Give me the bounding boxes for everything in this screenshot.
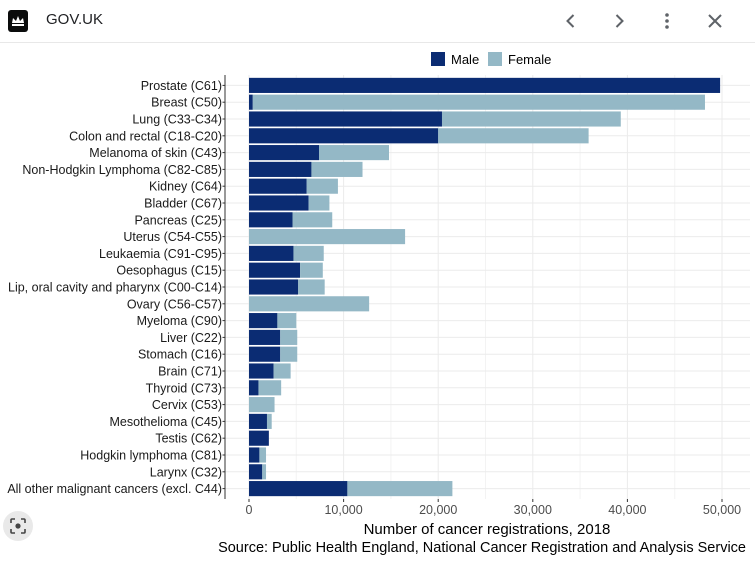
bar-female: [306, 178, 338, 194]
bar-male: [249, 94, 253, 110]
bar-male: [249, 413, 267, 429]
bar-male: [249, 111, 442, 127]
bar-male: [249, 195, 309, 211]
source-note: Source: Public Health England, National …: [218, 540, 746, 556]
bar-female: [292, 212, 333, 228]
bar-female: [259, 447, 267, 463]
legend-label: Female: [508, 52, 551, 67]
lens-search-icon: [10, 518, 26, 534]
bar-female: [300, 262, 323, 278]
bar-female: [258, 380, 282, 396]
category-label: Oesophagus (C15): [116, 264, 222, 278]
bar-female: [249, 397, 275, 413]
more-options-button[interactable]: [652, 6, 682, 36]
category-label: All other malignant cancers (excl. C44): [7, 482, 222, 496]
legend-swatch: [488, 52, 502, 66]
bar-male: [249, 161, 312, 177]
category-label: Leukaemia (C91-C95): [99, 247, 222, 261]
x-tick-label: 10,000: [324, 503, 362, 517]
bar-female: [308, 195, 330, 211]
bar-male: [249, 77, 721, 93]
category-label: Breast (C50): [151, 96, 222, 110]
bar-male: [249, 178, 307, 194]
bar-male: [249, 212, 293, 228]
bar-male: [249, 313, 278, 329]
bar-female: [319, 145, 390, 161]
bar-male: [249, 128, 439, 144]
chart-container: Prostate (C61) Breast (C50) Lung (C33-C34)…: [0, 42, 755, 565]
x-tick-label: 40,000: [608, 503, 646, 517]
bar-female: [347, 481, 453, 497]
x-tick-label: 50,000: [703, 503, 741, 517]
bar-female: [441, 111, 621, 127]
bar-female: [252, 94, 705, 110]
top-bar: GOV.UK: [0, 0, 755, 43]
category-label: Pancreas (C25): [134, 213, 222, 227]
bar-female: [273, 363, 291, 379]
category-label: Thyroid (C73): [146, 381, 222, 395]
bar-female: [438, 128, 589, 144]
category-label: Myeloma (C90): [137, 314, 222, 328]
lens-button[interactable]: [3, 511, 33, 541]
bar-male: [249, 145, 320, 161]
x-tick-label: 30,000: [514, 503, 552, 517]
x-tick-label: 20,000: [419, 503, 457, 517]
bar-male: [249, 262, 301, 278]
bar-male: [249, 329, 281, 345]
bar-female: [311, 161, 363, 177]
category-label: Liver (C22): [160, 331, 222, 345]
bar-female: [280, 346, 298, 362]
close-button[interactable]: [700, 6, 730, 36]
previous-button[interactable]: [556, 6, 586, 36]
x-tick-label: 0: [246, 503, 253, 517]
x-axis-label: Number of cancer registrations, 2018: [364, 521, 611, 538]
bar-female: [249, 229, 406, 245]
category-label: Melanoma of skin (C43): [89, 146, 222, 160]
bar-male: [249, 346, 281, 362]
legend-label: Male: [451, 52, 479, 67]
bar-female: [298, 279, 325, 295]
bar-female: [249, 296, 370, 312]
bar-male: [249, 447, 260, 463]
crown-logo-icon: [8, 10, 28, 32]
category-label: Hodgkin lymphoma (C81): [80, 449, 222, 463]
category-label: Mesothelioma (C45): [109, 415, 222, 429]
bar-male: [249, 245, 294, 261]
bar-male: [249, 481, 348, 497]
category-label: Kidney (C64): [149, 180, 222, 194]
bar-female: [280, 329, 298, 345]
chevron-right-icon: [615, 14, 624, 28]
category-label: Non-Hodgkin Lymphoma (C82-C85): [22, 163, 222, 177]
bar-male: [249, 380, 259, 396]
category-label: Uterus (C54-C55): [123, 230, 222, 244]
legend-swatch: [431, 52, 445, 66]
stacked-bar-chart: Prostate (C61) Breast (C50) Lung (C33-C34)…: [7, 52, 750, 556]
category-label: Prostate (C61): [141, 79, 222, 93]
category-label: Stomach (C16): [138, 348, 222, 362]
more-vert-icon: [665, 13, 669, 29]
bar-female: [262, 464, 267, 480]
bar-male: [249, 430, 269, 446]
bar-female: [277, 313, 297, 329]
close-icon: [708, 14, 722, 28]
category-label: Bladder (C67): [144, 197, 222, 211]
category-label: Cervix (C53): [152, 398, 222, 412]
category-label: Larynx (C32): [150, 465, 222, 479]
bar-male: [249, 279, 299, 295]
bar-male: [249, 464, 263, 480]
category-label: Lung (C33-C34): [132, 113, 222, 127]
category-label: Testis (C62): [155, 432, 222, 446]
category-label: Lip, oral cavity and pharynx (C00-C14): [8, 281, 222, 295]
category-label: Ovary (C56-C57): [127, 297, 222, 311]
bar-female: [266, 413, 272, 429]
chevron-left-icon: [566, 14, 575, 28]
category-label: Colon and rectal (C18-C20): [69, 129, 222, 143]
bar-male: [249, 363, 274, 379]
bar-female: [293, 245, 324, 261]
site-name[interactable]: GOV.UK: [46, 11, 103, 28]
category-label: Brain (C71): [158, 365, 222, 379]
next-button[interactable]: [604, 6, 634, 36]
